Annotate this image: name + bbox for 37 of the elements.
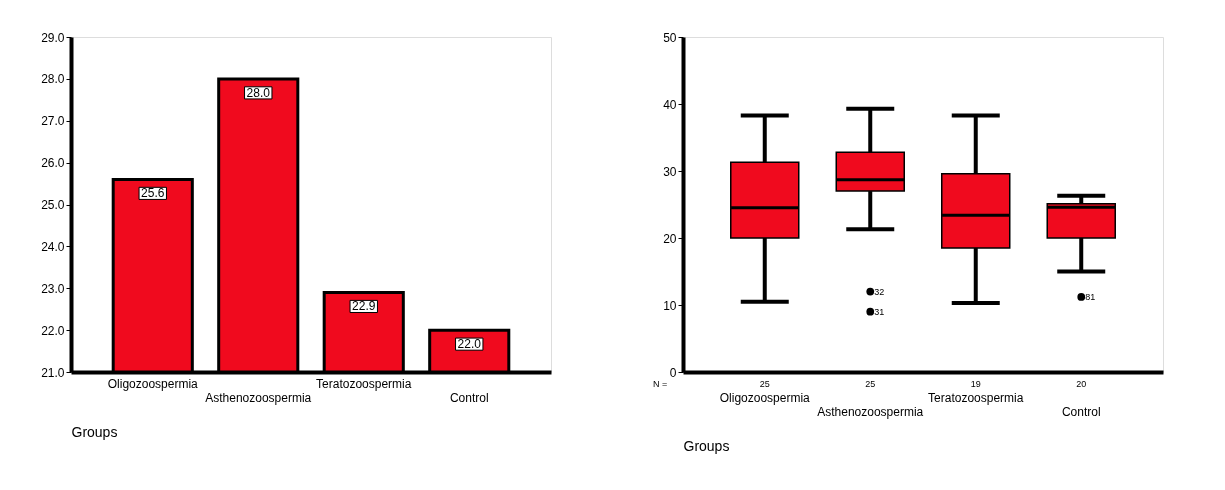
data-label: 28.0 [246,85,271,100]
y-tick-label: 50 [663,30,677,45]
x-tick-label: Teratozoospermia [928,390,1024,405]
y-tick-label: 10 [663,298,677,313]
text: 25 [759,379,770,389]
data-label: 25.6 [141,186,165,201]
y-tick-label: 30 [663,164,677,179]
text: 25 [865,379,876,389]
y-tick-label: 29.0 [41,30,65,45]
annotation: 81 [1085,291,1096,302]
y-tick-label: 20 [663,231,677,246]
x-tick-label: Asthenozoospermia [205,390,312,405]
y-tick-label: 23.0 [41,281,65,296]
x-tick-label: Control [1061,404,1101,419]
y-tick-label: 21.0 [41,365,65,380]
x-tick-label: Control [449,390,489,405]
y-tick-label: 40 [663,97,677,112]
y-tick-label: 25.0 [41,198,65,212]
text: 19 [970,379,981,389]
y-tick-label: 28.0 [41,72,65,87]
y-tick-label: 0 [669,365,677,380]
x-tick-label: Asthenozoospermia [817,404,924,419]
data-label: 22.0 [457,337,482,352]
annotation: 31 [874,306,885,317]
annotation: 32 [874,286,885,297]
text: 20 [1076,379,1087,389]
y-tick-label: 27.0 [41,114,65,129]
y-tick-label: 24.0 [41,239,65,254]
x-tick-label: Oligozoospermia [107,376,199,391]
y-tick-label: 22.0 [41,323,65,338]
text: N = [653,379,668,389]
x-tick-label: Oligozoospermia [719,390,811,405]
data-label: 22.9 [352,299,376,314]
x-axis-title: Groups [683,437,730,454]
x-tick-label: Teratozoospermia [316,376,412,391]
y-tick-label: 26.0 [41,156,65,171]
x-axis-title: Groups [71,423,118,440]
